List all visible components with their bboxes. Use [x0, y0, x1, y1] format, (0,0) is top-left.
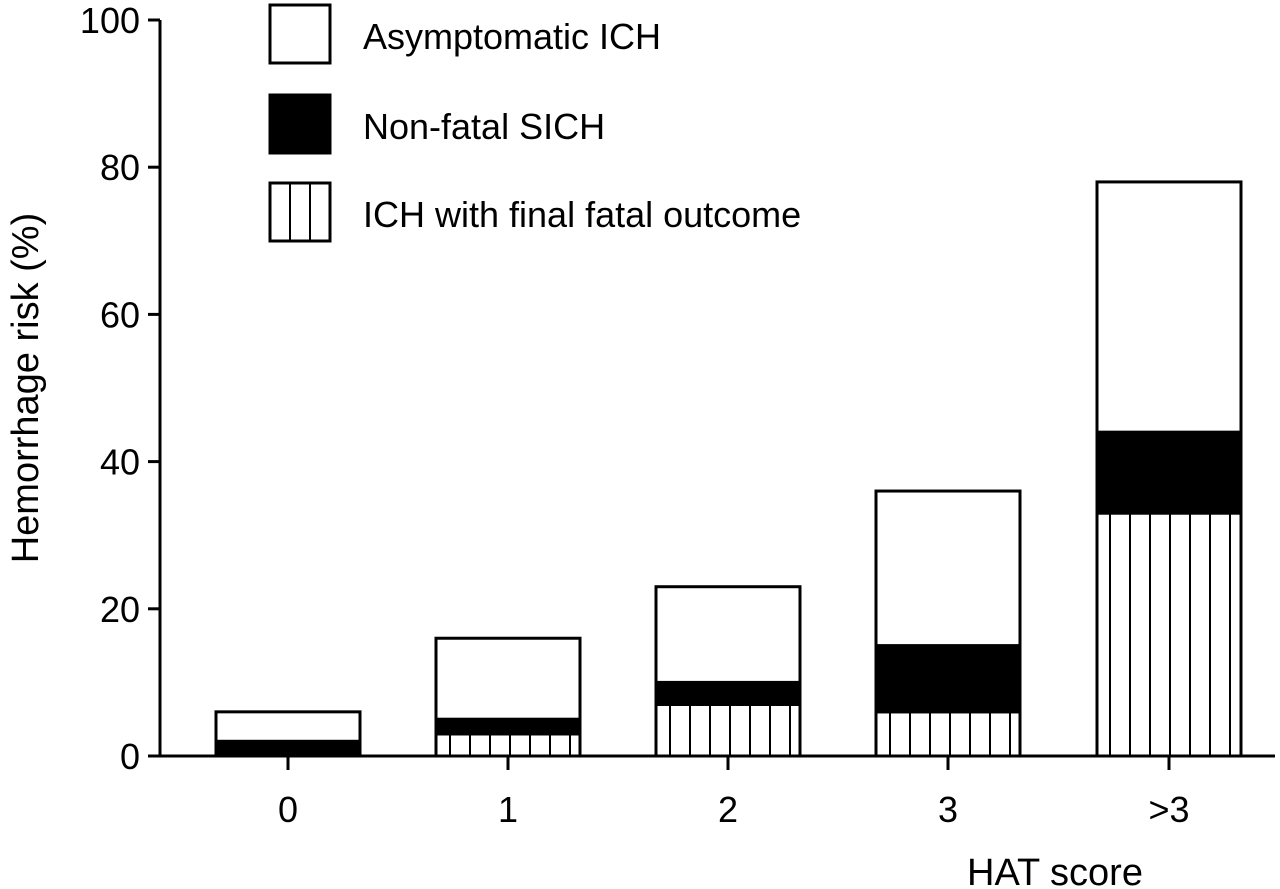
y-tick-label: 60 [100, 294, 140, 335]
legend-item: Asymptomatic ICH [268, 3, 661, 65]
bar-stack [874, 489, 1022, 758]
x-axis-title: HAT score [967, 852, 1143, 889]
bar-stack [214, 710, 362, 758]
legend: Asymptomatic ICH Non-fatal SICH ICH with f… [268, 3, 801, 243]
x-tick-label: >3 [1148, 789, 1189, 830]
x-ticks: 0 1 2 3 >3 [278, 756, 1190, 830]
legend-label: Non-fatal SICH [363, 106, 605, 147]
legend-item: Non-fatal SICH [268, 93, 605, 155]
y-tick-label: 80 [100, 147, 140, 188]
bar-segment [874, 644, 1022, 714]
bar-segment [874, 710, 1022, 758]
bar-segment [434, 636, 582, 721]
legend-item: ICH with final fatal outcome [268, 181, 801, 243]
bars [214, 180, 1243, 758]
bar-segment [214, 739, 362, 758]
y-tick-label: 100 [80, 0, 140, 41]
legend-label: Asymptomatic ICH [363, 16, 661, 57]
x-tick-label: 2 [718, 789, 738, 830]
bar-segment [874, 489, 1022, 648]
y-tick-label: 20 [100, 589, 140, 630]
bar-segment [654, 680, 802, 706]
y-axis-title: Hemorrhage risk (%) [5, 213, 47, 564]
y-tick-label: 40 [100, 442, 140, 483]
legend-swatch [268, 93, 332, 155]
x-tick-label: 0 [278, 789, 298, 830]
bar-stack [654, 585, 802, 758]
bar-segment [654, 702, 802, 758]
y-ticks: 0 20 40 60 80 100 [80, 0, 160, 777]
x-tick-label: 1 [498, 789, 518, 830]
legend-swatch [268, 3, 332, 65]
bar-segment [1095, 180, 1243, 434]
legend-swatch [268, 181, 332, 243]
bar-segment [434, 732, 582, 758]
bar-segment [434, 717, 582, 736]
bar-segment [214, 710, 362, 743]
bar-segment [1095, 430, 1243, 515]
x-tick-label: 3 [938, 789, 958, 830]
bar-stack [434, 636, 582, 758]
y-tick-label: 0 [120, 736, 140, 777]
bar-stack [1095, 180, 1243, 758]
legend-label: ICH with final fatal outcome [363, 194, 801, 235]
bar-segment [1095, 511, 1243, 758]
bar-segment [654, 585, 802, 684]
